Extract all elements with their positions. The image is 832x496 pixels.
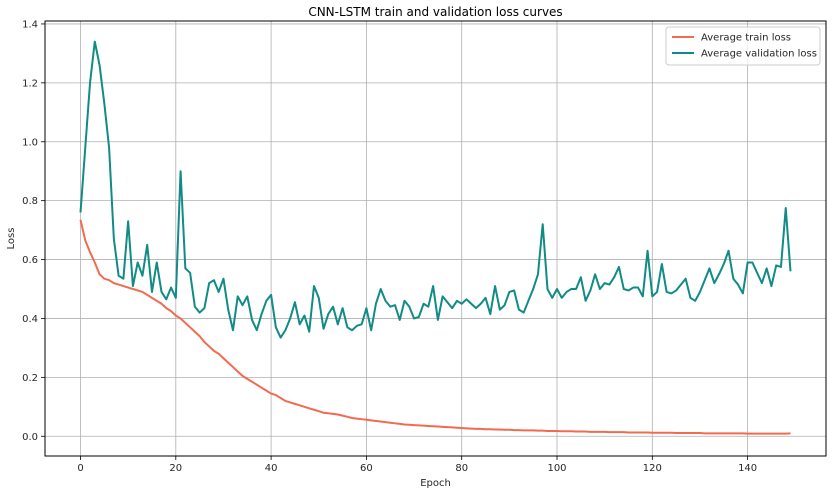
- y-tick-label: 0.8: [22, 196, 38, 207]
- plot-frame: [44, 20, 827, 457]
- series-group: [79, 40, 792, 435]
- y-tick-label: 1.2: [22, 78, 38, 89]
- y-axis-label: Loss: [6, 228, 17, 250]
- x-tick-label: 120: [643, 463, 662, 474]
- y-tick-label: 1.4: [22, 19, 38, 30]
- legend-label-validation: Average validation loss: [701, 49, 817, 60]
- x-axis-ticks: 0 20 40 60 80 100 120 140: [77, 456, 757, 474]
- legend-label-train: Average train loss: [701, 33, 791, 44]
- x-tick-label: 140: [738, 463, 757, 474]
- x-axis-label: Epoch: [420, 478, 451, 489]
- train-loss-line: [79, 219, 791, 435]
- y-tick-label: 0.6: [22, 255, 38, 266]
- y-axis-ticks: 0.0 0.2 0.4 0.6 0.8 1.0 1.2 1.4: [22, 19, 45, 443]
- x-tick-label: 100: [547, 463, 566, 474]
- legend-box: [665, 26, 821, 66]
- x-tick-label: 60: [360, 463, 373, 474]
- x-tick-label: 20: [169, 463, 182, 474]
- x-tick-label: 80: [455, 463, 468, 474]
- y-tick-label: 0.0: [22, 432, 38, 443]
- y-tick-label: 1.0: [22, 137, 38, 148]
- x-tick-label: 0: [77, 463, 83, 474]
- chart-title: CNN-LSTM train and validation loss curve…: [308, 5, 562, 19]
- y-tick-label: 0.4: [22, 314, 38, 325]
- grid: [45, 21, 826, 456]
- x-tick-label: 40: [265, 463, 278, 474]
- y-tick-label: 0.2: [22, 373, 38, 384]
- legend: Average train loss Average validation lo…: [665, 26, 821, 66]
- validation-loss-line: [79, 40, 792, 339]
